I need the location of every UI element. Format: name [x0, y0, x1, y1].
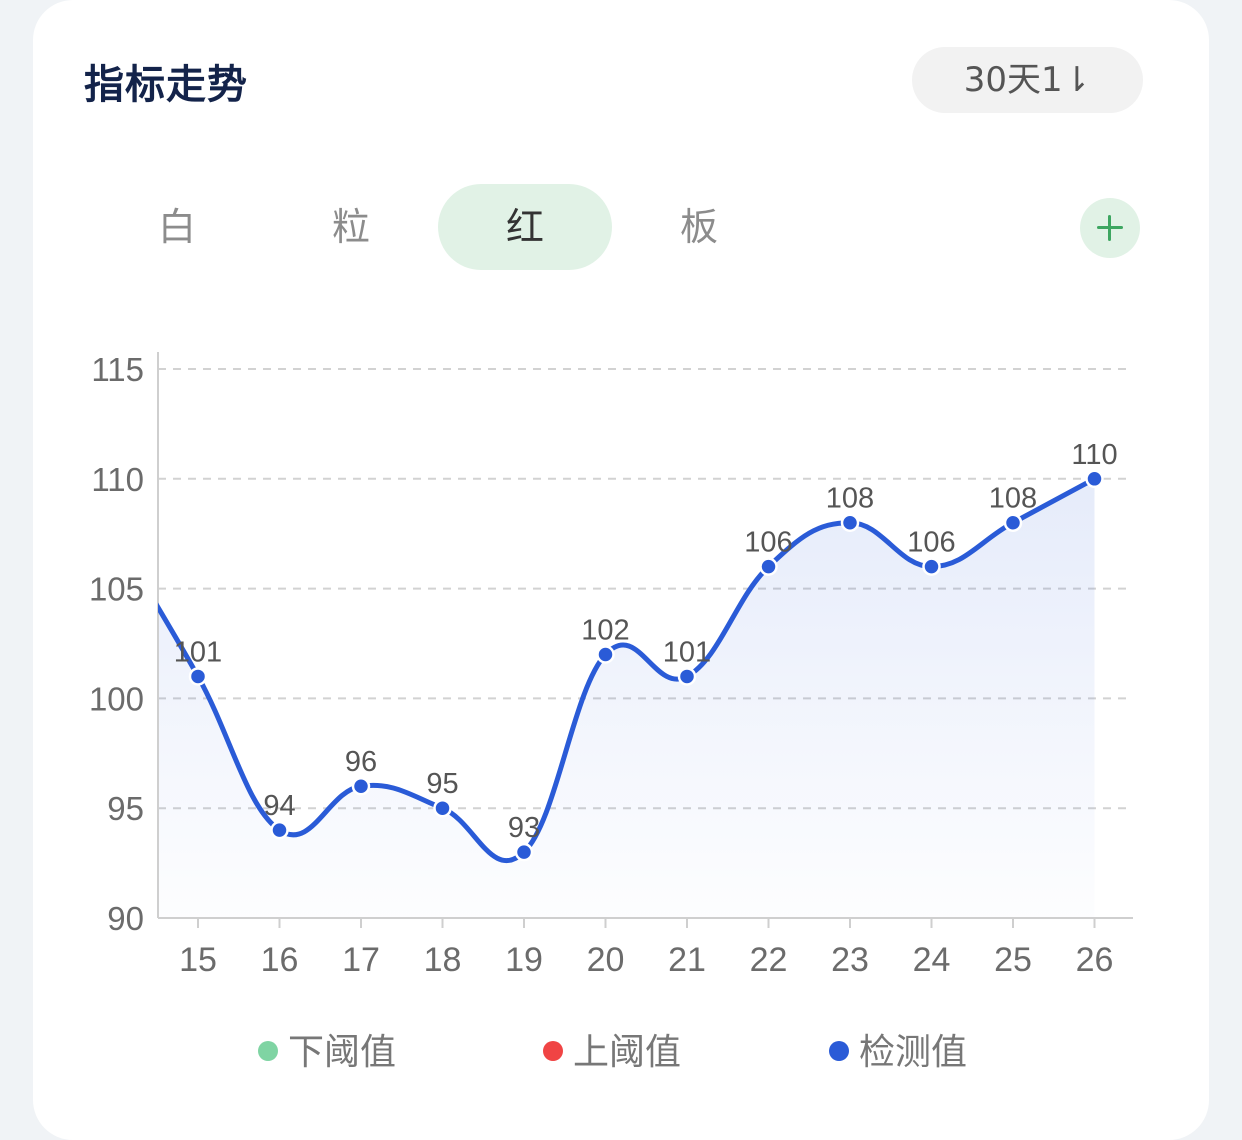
- legend-label-upper: 上阈值: [573, 1032, 682, 1073]
- trend-chart: 90 95 100 105 110 115 15 16 17 18 19 20 21 22 23 24 25 26…: [89, 351, 1133, 979]
- legend-measured[interactable]: 检测值: [829, 1028, 967, 1078]
- tab-platelet[interactable]: 板: [679, 205, 718, 249]
- x-tick-label: 21: [668, 941, 706, 979]
- y-tick-label: 90: [107, 900, 144, 937]
- legend-lower-threshold[interactable]: 下阈值: [258, 1028, 396, 1078]
- range-selector-button[interactable]: 30天1⇂: [912, 47, 1143, 113]
- data-label: 94: [263, 790, 295, 822]
- data-label: 110: [1071, 439, 1117, 471]
- data-point: [270, 820, 289, 840]
- tab-rbc[interactable]: 红: [438, 184, 612, 270]
- x-tick-label: 24: [913, 941, 951, 979]
- x-tick-label: 25: [994, 941, 1032, 979]
- data-point: [188, 667, 208, 686]
- data-label: 106: [907, 527, 955, 559]
- y-tick-label: 100: [89, 680, 144, 717]
- data-point: [1085, 469, 1104, 489]
- y-tick-label: 95: [107, 790, 144, 827]
- legend-label-measured: 检测值: [859, 1032, 968, 1073]
- data-label: 101: [174, 636, 222, 668]
- series-line: [158, 476, 1097, 863]
- legend-dot-lower: [258, 1041, 278, 1061]
- data-point: [514, 842, 534, 862]
- data-point: [351, 776, 371, 796]
- data-label: 101: [663, 636, 711, 668]
- tab-wbc[interactable]: 白: [157, 205, 196, 249]
- legend-label-lower: 下阈值: [288, 1032, 397, 1073]
- data-label: 93: [508, 812, 540, 844]
- y-tick-label: 115: [91, 351, 144, 388]
- x-tick-label: 15: [179, 941, 217, 979]
- data-point: [433, 798, 452, 818]
- x-tick-label: 16: [261, 941, 299, 979]
- legend-dot-measured: [829, 1041, 849, 1061]
- x-tick-label: 22: [750, 941, 788, 979]
- legend-dot-upper: [543, 1041, 563, 1061]
- legend-upper-threshold[interactable]: 上阈值: [543, 1028, 681, 1078]
- data-label: 108: [989, 483, 1037, 515]
- data-label: 95: [426, 768, 458, 800]
- x-tick-label: 26: [1076, 941, 1114, 979]
- data-label: 106: [744, 527, 792, 559]
- x-tick-label: 19: [505, 941, 543, 979]
- data-label: 108: [826, 483, 874, 515]
- x-tick-label: 20: [587, 941, 625, 979]
- data-point: [677, 667, 697, 686]
- x-tick-label: 17: [342, 941, 380, 979]
- y-tick-label: 110: [91, 461, 144, 498]
- data-point: [759, 557, 778, 576]
- card-title: 指标走势: [84, 62, 248, 108]
- data-label: 96: [345, 746, 377, 778]
- y-tick-label: 105: [89, 571, 144, 608]
- data-point: [596, 645, 615, 664]
- data-point: [1003, 513, 1023, 532]
- data-point: [840, 513, 860, 532]
- series-area: [158, 478, 1095, 918]
- tab-granulocyte[interactable]: 粒: [331, 205, 370, 249]
- x-tick-label: 23: [831, 941, 869, 979]
- add-tab-button[interactable]: [1080, 198, 1140, 258]
- x-tick-label: 18: [424, 941, 462, 979]
- data-point: [922, 557, 941, 576]
- data-label: 102: [581, 614, 629, 646]
